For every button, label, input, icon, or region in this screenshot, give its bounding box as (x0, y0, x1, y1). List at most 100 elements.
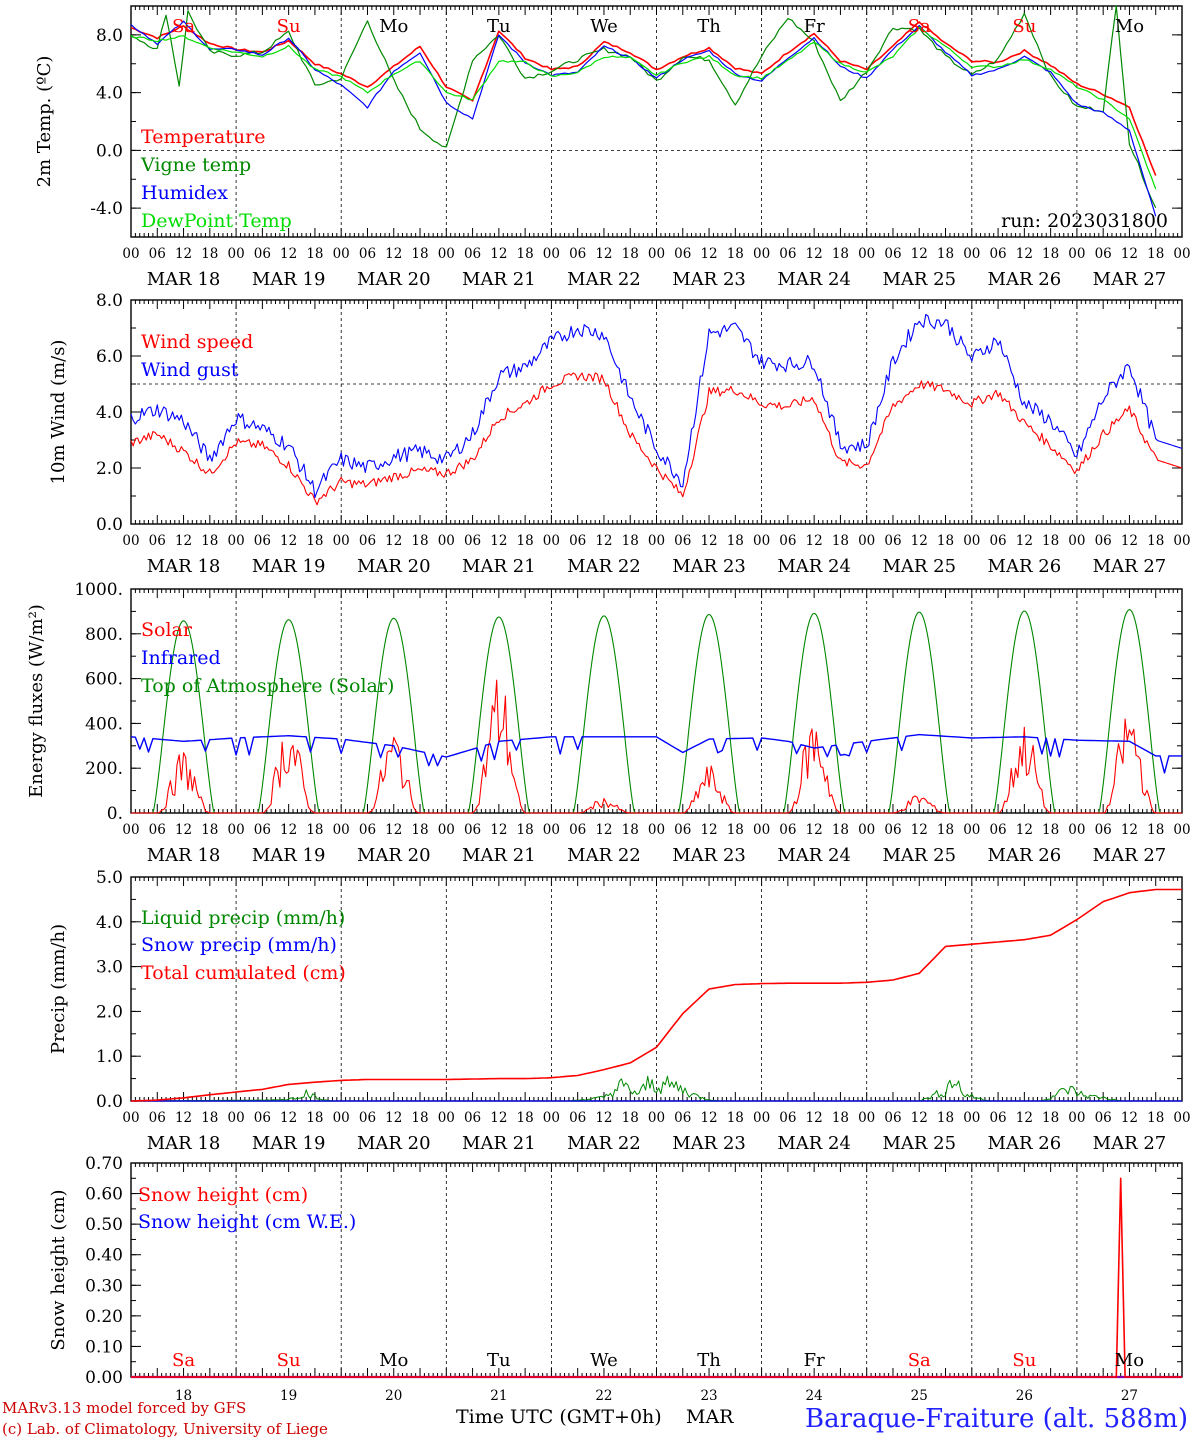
x-hour-label: 00 (333, 246, 350, 262)
x-hour-label: 06 (149, 246, 166, 262)
x-hour-label: 12 (700, 246, 717, 262)
x-hour-label: 00 (543, 246, 560, 262)
x-hour-label: 12 (1121, 822, 1138, 838)
y-tick-label: 0. (107, 804, 123, 824)
day-number-label: 25 (911, 1388, 928, 1404)
x-hour-label: 00 (1068, 1110, 1085, 1126)
x-date-label: MAR 27 (1093, 845, 1167, 866)
x-date-label: MAR 20 (357, 269, 431, 290)
x-hour-label: 18 (1042, 822, 1059, 838)
x-hour-label: 18 (201, 1110, 218, 1126)
x-hour-label: 18 (201, 246, 218, 262)
x-hour-label: 00 (753, 533, 770, 549)
day-name-label: Tu (487, 16, 511, 37)
x-hour-label: 00 (858, 822, 875, 838)
x-hour-label: 00 (648, 246, 665, 262)
x-hour-label: 18 (937, 822, 954, 838)
x-hour-label: 12 (490, 533, 507, 549)
plot-frame (130, 5, 1183, 238)
x-hour-label: 18 (622, 533, 639, 549)
x-hour-label: 12 (595, 533, 612, 549)
x-hour-label: 06 (989, 246, 1006, 262)
y-tick-label: 2.0 (96, 1002, 123, 1022)
x-hour-label: 12 (280, 1110, 297, 1126)
y-tick-label: 0.00 (85, 1368, 123, 1388)
x-hour-label: 06 (464, 533, 481, 549)
x-hour-label: 18 (832, 822, 849, 838)
x-hour-label: 06 (1095, 246, 1112, 262)
x-hour-label: 18 (517, 533, 534, 549)
x-date-label: MAR 20 (357, 845, 431, 866)
legend-entry: Total cumulated (cm) (141, 962, 346, 984)
x-hour-label: 06 (779, 246, 796, 262)
x-hour-label: 06 (359, 246, 376, 262)
day-name-label: Mo (1115, 16, 1144, 37)
day-number-label: 22 (595, 1388, 612, 1404)
x-date-label: MAR 21 (462, 1133, 536, 1154)
legend-entry: Wind gust (141, 359, 239, 381)
legend-entry: Solar (141, 619, 193, 641)
x-hour-label: 18 (727, 246, 744, 262)
x-hour-label: 00 (753, 246, 770, 262)
x-hour-label: 00 (543, 533, 560, 549)
toa-curve (782, 612, 846, 814)
day-name-label: Sa (172, 16, 195, 37)
y-axis-label: Snow height (cm) (48, 1189, 69, 1350)
x-hour-label: 06 (884, 1110, 901, 1126)
x-hour-label: 18 (306, 246, 323, 262)
x-hour-label: 06 (149, 822, 166, 838)
x-hour-label: 18 (937, 533, 954, 549)
x-hour-label: 18 (411, 1110, 428, 1126)
y-tick-label: 0.70 (85, 1154, 123, 1174)
x-hour-label: 00 (438, 822, 455, 838)
x-hour-label: 00 (228, 1110, 245, 1126)
x-hour-label: 00 (333, 1110, 350, 1126)
x-hour-label: 00 (333, 822, 350, 838)
x-hour-label: 12 (1121, 533, 1138, 549)
toa-curve (257, 619, 320, 814)
x-hour-label: 12 (385, 533, 402, 549)
x-hour-label: 06 (989, 533, 1006, 549)
y-tick-label: 200. (85, 759, 123, 779)
x-hour-label: 06 (149, 1110, 166, 1126)
x-date-label: MAR 19 (252, 269, 326, 290)
x-hour-label: 00 (228, 533, 245, 549)
toa-curve (993, 610, 1056, 814)
x-hour-label: 12 (700, 822, 717, 838)
x-hour-label: 06 (254, 533, 271, 549)
x-hour-label: 18 (1147, 533, 1164, 549)
x-hour-label: 06 (779, 1110, 796, 1126)
x-axis-title: Time UTC (GMT+0h) (456, 1406, 662, 1428)
x-hour-label: 12 (385, 246, 402, 262)
x-hour-label: 06 (569, 533, 586, 549)
series-line-4 (130, 26, 1157, 190)
legend-entry: Wind speed (141, 331, 253, 353)
day-name-label: Th (697, 1350, 721, 1371)
x-hour-label: 12 (490, 1110, 507, 1126)
x-hour-label: 12 (1016, 822, 1033, 838)
legend-entry: Temperature (141, 126, 265, 148)
day-number-label: 19 (280, 1388, 297, 1404)
x-hour-label: 06 (779, 822, 796, 838)
x-hour-label: 00 (648, 822, 665, 838)
x-hour-label: 12 (490, 822, 507, 838)
x-hour-label: 06 (884, 822, 901, 838)
x-hour-label: 18 (1147, 822, 1164, 838)
day-name-label: Mo (379, 16, 408, 37)
x-date-label: MAR 21 (462, 556, 536, 577)
x-hour-label: 18 (937, 246, 954, 262)
x-hour-label: 18 (727, 1110, 744, 1126)
day-number-label: 27 (1121, 1388, 1138, 1404)
x-hour-label: 12 (280, 533, 297, 549)
x-hour-label: 06 (359, 822, 376, 838)
y-tick-label: 2.0 (96, 459, 123, 479)
y-tick-label: 800. (85, 625, 123, 645)
x-hour-label: 12 (806, 1110, 823, 1126)
y-tick-label: 0.60 (85, 1185, 123, 1205)
x-date-label: MAR 21 (462, 269, 536, 290)
x-date-label: MAR 18 (147, 1133, 221, 1154)
day-name-label: Mo (1115, 1350, 1144, 1371)
x-hour-label: 18 (306, 1110, 323, 1126)
y-tick-label: 0.30 (85, 1276, 123, 1296)
x-date-label: MAR 25 (882, 1133, 956, 1154)
